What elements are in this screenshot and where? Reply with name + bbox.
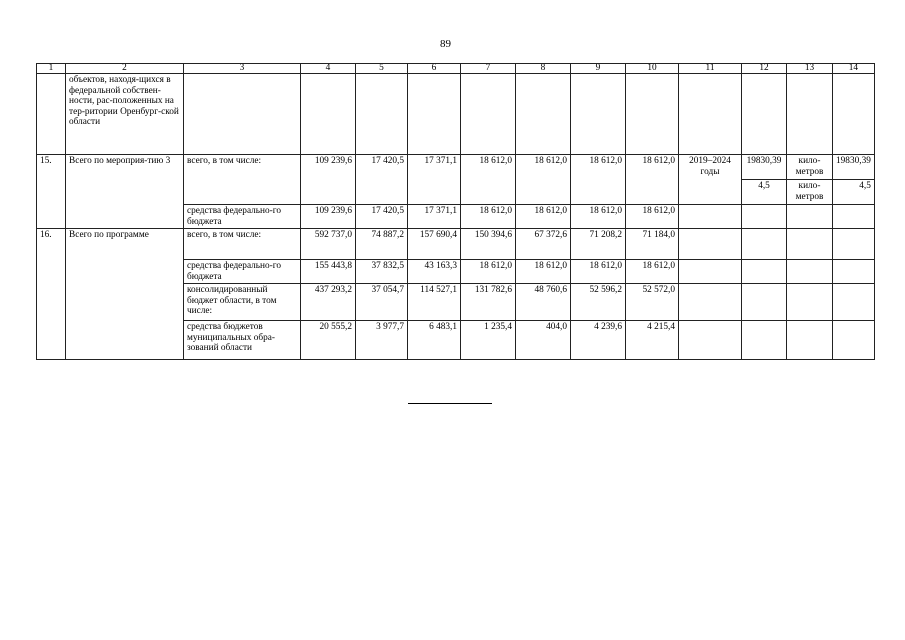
subrow-label: всего, в том числе: <box>183 228 301 260</box>
cell-value: 71 208,2 <box>570 228 626 260</box>
column-header: 2 <box>65 63 184 74</box>
column-header: 12 <box>741 63 787 74</box>
table-row-16-sub: средства бюджетов муниципальных обра-зов… <box>37 320 875 360</box>
row-number: 15. <box>36 154 66 229</box>
cell-value: 131 782,6 <box>460 283 516 321</box>
cell-value: 52 572,0 <box>625 283 679 321</box>
program-funding-table: 1 2 3 4 5 6 7 8 9 10 11 12 13 14 объектов, находя-щих… <box>36 63 875 360</box>
cell-value: 18 612,0 <box>460 204 516 229</box>
cell-value: 37 832,5 <box>355 259 408 284</box>
cell-value: 114 527,1 <box>407 283 461 321</box>
column-header: 14 <box>832 63 875 74</box>
column-header: 6 <box>407 63 461 74</box>
cell-value: 437 293,2 <box>300 283 356 321</box>
cell-value: 37 054,7 <box>355 283 408 321</box>
cell-value: 18 612,0 <box>460 154 516 205</box>
cell-value: 109 239,6 <box>300 204 356 229</box>
continuation-name: объектов, находя-щихся в федеральной соб… <box>65 73 184 155</box>
cell-value: 17 420,5 <box>355 154 408 205</box>
cell-value: 18 612,0 <box>515 204 571 229</box>
column-header: 3 <box>183 63 301 74</box>
subrow-label: всего, в том числе: <box>183 154 301 205</box>
row-name: Всего по программе <box>65 228 184 360</box>
cell-value: 48 760,6 <box>515 283 571 321</box>
cell-value: 18 612,0 <box>570 259 626 284</box>
table-row-15: 15. Всего по мероприя-тию 3 всего, в том… <box>36 154 875 229</box>
cell-value: 150 394,6 <box>460 228 516 260</box>
cell-value: 6 483,1 <box>407 320 461 360</box>
period: 2019–2024 годы <box>678 154 742 205</box>
page-number: 89 <box>440 38 451 50</box>
cell-value: 20 555,2 <box>300 320 356 360</box>
header-row: 1 2 3 4 5 6 7 8 9 10 11 12 13 14 <box>36 63 875 74</box>
cell-value: 71 184,0 <box>625 228 679 260</box>
column-header: 11 <box>678 63 742 74</box>
cell-value: 17 420,5 <box>355 204 408 229</box>
subrow-label: средства федерально-го бюджета <box>183 259 301 284</box>
column-header: 4 <box>300 63 356 74</box>
subrow-label: средства федерально-го бюджета <box>183 204 301 229</box>
cell-value: 18 612,0 <box>625 259 679 284</box>
column-header: 10 <box>625 63 679 74</box>
table-row-15-sub: 4,5 кило-метров 4,5 <box>37 179 875 205</box>
cell-value: 18 612,0 <box>460 259 516 284</box>
row-number: 16. <box>36 228 66 360</box>
column-header: 9 <box>570 63 626 74</box>
table-row-16-sub: 16. Всего по программе всего, в том числе:… <box>36 228 875 360</box>
cell-value: 17 371,1 <box>407 154 461 205</box>
indicator-value: 4,5 <box>741 179 787 205</box>
cell-value: 109 239,6 <box>300 154 356 205</box>
cell-value: 52 596,2 <box>570 283 626 321</box>
cell-value: 4 239,6 <box>570 320 626 360</box>
cell-value: 157 690,4 <box>407 228 461 260</box>
cell-value: 155 443,8 <box>300 259 356 284</box>
subrow-label: консолидированный бюджет области, в том … <box>183 283 301 321</box>
cell-value: 74 887,2 <box>355 228 408 260</box>
column-header: 7 <box>460 63 516 74</box>
table-row-16-sub: консолидированный бюджет области, в том … <box>37 283 875 321</box>
cell-value: 18 612,0 <box>625 204 679 229</box>
cell-value: 404,0 <box>515 320 571 360</box>
column-header: 13 <box>786 63 833 74</box>
cell-value: 3 977,7 <box>355 320 408 360</box>
table-row-continuation: объектов, находя-щихся в федеральной соб… <box>36 73 875 155</box>
row-name: Всего по мероприя-тию 3 <box>65 154 184 229</box>
cell-value: 18 612,0 <box>515 259 571 284</box>
indicator-target: 4,5 <box>832 179 875 205</box>
cell-value: 592 737,0 <box>300 228 356 260</box>
subrow-label: средства бюджетов муниципальных обра-зов… <box>183 320 301 360</box>
cell-value: 18 612,0 <box>570 154 626 205</box>
indicator-unit: кило-метров <box>786 154 833 180</box>
cell-value: 17 371,1 <box>407 204 461 229</box>
cell-value: 18 612,0 <box>625 154 679 205</box>
column-header: 5 <box>355 63 408 74</box>
end-separator-line <box>408 403 492 404</box>
cell-value: 4 215,4 <box>625 320 679 360</box>
indicator-value: 19830,39 <box>741 154 787 180</box>
column-header: 8 <box>515 63 571 74</box>
cell-value: 43 163,3 <box>407 259 461 284</box>
cell-value: 67 372,6 <box>515 228 571 260</box>
indicator-unit: кило-метров <box>786 179 833 205</box>
cell-value: 1 235,4 <box>460 320 516 360</box>
cell-value: 18 612,0 <box>570 204 626 229</box>
cell-value: 18 612,0 <box>515 154 571 205</box>
indicator-target: 19830,39 <box>832 154 875 180</box>
column-header: 1 <box>36 63 66 74</box>
